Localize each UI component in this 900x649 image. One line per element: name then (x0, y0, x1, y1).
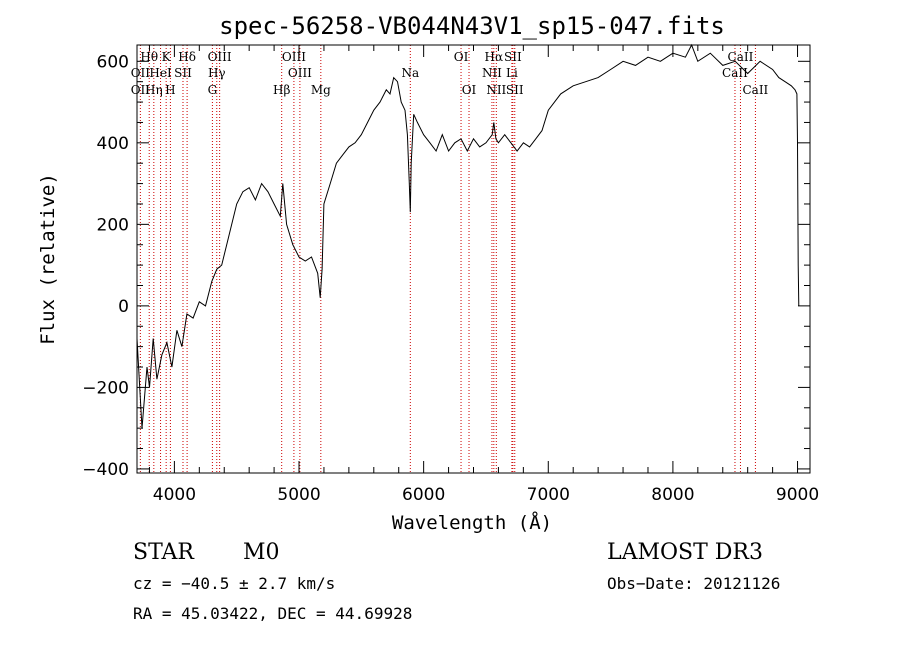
y-tick-label: 400 (97, 134, 129, 154)
x-tick-label: 4000 (153, 485, 196, 505)
chart-title: spec-56258-VB044N43V1_sp15-047.fits (219, 12, 725, 40)
line-label: G (208, 83, 218, 97)
line-label: OIII (282, 50, 306, 64)
y-tick-label: −200 (82, 378, 129, 398)
line-label: OIII (208, 50, 232, 64)
redshift-cz: cz = −40.5 ± 2.7 km/s (133, 574, 335, 593)
line-labels: Hθ OII OII K HeI Hη H SII Hδ OIII Hγ G OIII OIII Hβ Mg N… (131, 50, 769, 97)
line-label: HeI (149, 66, 172, 80)
line-label: Hη (145, 83, 163, 97)
y-axis-ticks: −400 −200 0 200 400 600 (82, 52, 810, 480)
line-label: SII (504, 50, 522, 64)
line-label: H (165, 83, 175, 97)
y-axis-label: Flux (relative) (37, 173, 59, 345)
ra-dec-coordinates: RA = 45.03422, DEC = 44.69928 (133, 604, 412, 623)
line-label: CaII (742, 83, 768, 97)
line-label: NII (486, 83, 506, 97)
line-label: OI (462, 83, 477, 97)
spectrum-line (136, 43, 800, 429)
line-label: OII (131, 83, 151, 97)
x-tick-label: 8000 (651, 485, 694, 505)
line-label: CaII (722, 66, 748, 80)
line-label: OIII (288, 66, 312, 80)
line-label: Hθ (140, 50, 158, 64)
x-axis-label: Wavelength (Å) (392, 511, 552, 534)
object-subclass: M0 (243, 540, 280, 565)
line-label: Mg (311, 83, 331, 97)
x-tick-label: 7000 (527, 485, 570, 505)
line-label: K (162, 50, 172, 64)
object-class: STAR (133, 540, 195, 565)
line-label: Li (506, 66, 518, 80)
x-tick-label: 9000 (776, 485, 819, 505)
line-label: OI (454, 50, 469, 64)
y-tick-label: 0 (118, 297, 129, 317)
line-label: NII (482, 66, 502, 80)
y-tick-label: −400 (82, 460, 129, 480)
line-label: Hδ (178, 50, 196, 64)
x-tick-label: 6000 (402, 485, 445, 505)
line-label: Hβ (273, 83, 290, 97)
line-label: OII (131, 66, 151, 80)
observation-date: Obs−Date: 20121126 (607, 574, 780, 593)
line-markers (139, 45, 756, 473)
x-axis-ticks: 4000 5000 6000 7000 8000 9000 (148, 45, 819, 505)
line-label: Na (401, 66, 419, 80)
line-label: SII (506, 83, 524, 97)
survey-name: LAMOST DR3 (607, 540, 763, 565)
y-tick-label: 600 (97, 52, 129, 72)
y-tick-label: 200 (97, 215, 129, 235)
line-label: CaII (728, 50, 754, 64)
line-label: Hα (485, 50, 504, 64)
line-label: Hγ (208, 66, 226, 80)
line-label: SII (174, 66, 192, 80)
x-tick-label: 5000 (277, 485, 320, 505)
plot-frame (136, 44, 811, 474)
